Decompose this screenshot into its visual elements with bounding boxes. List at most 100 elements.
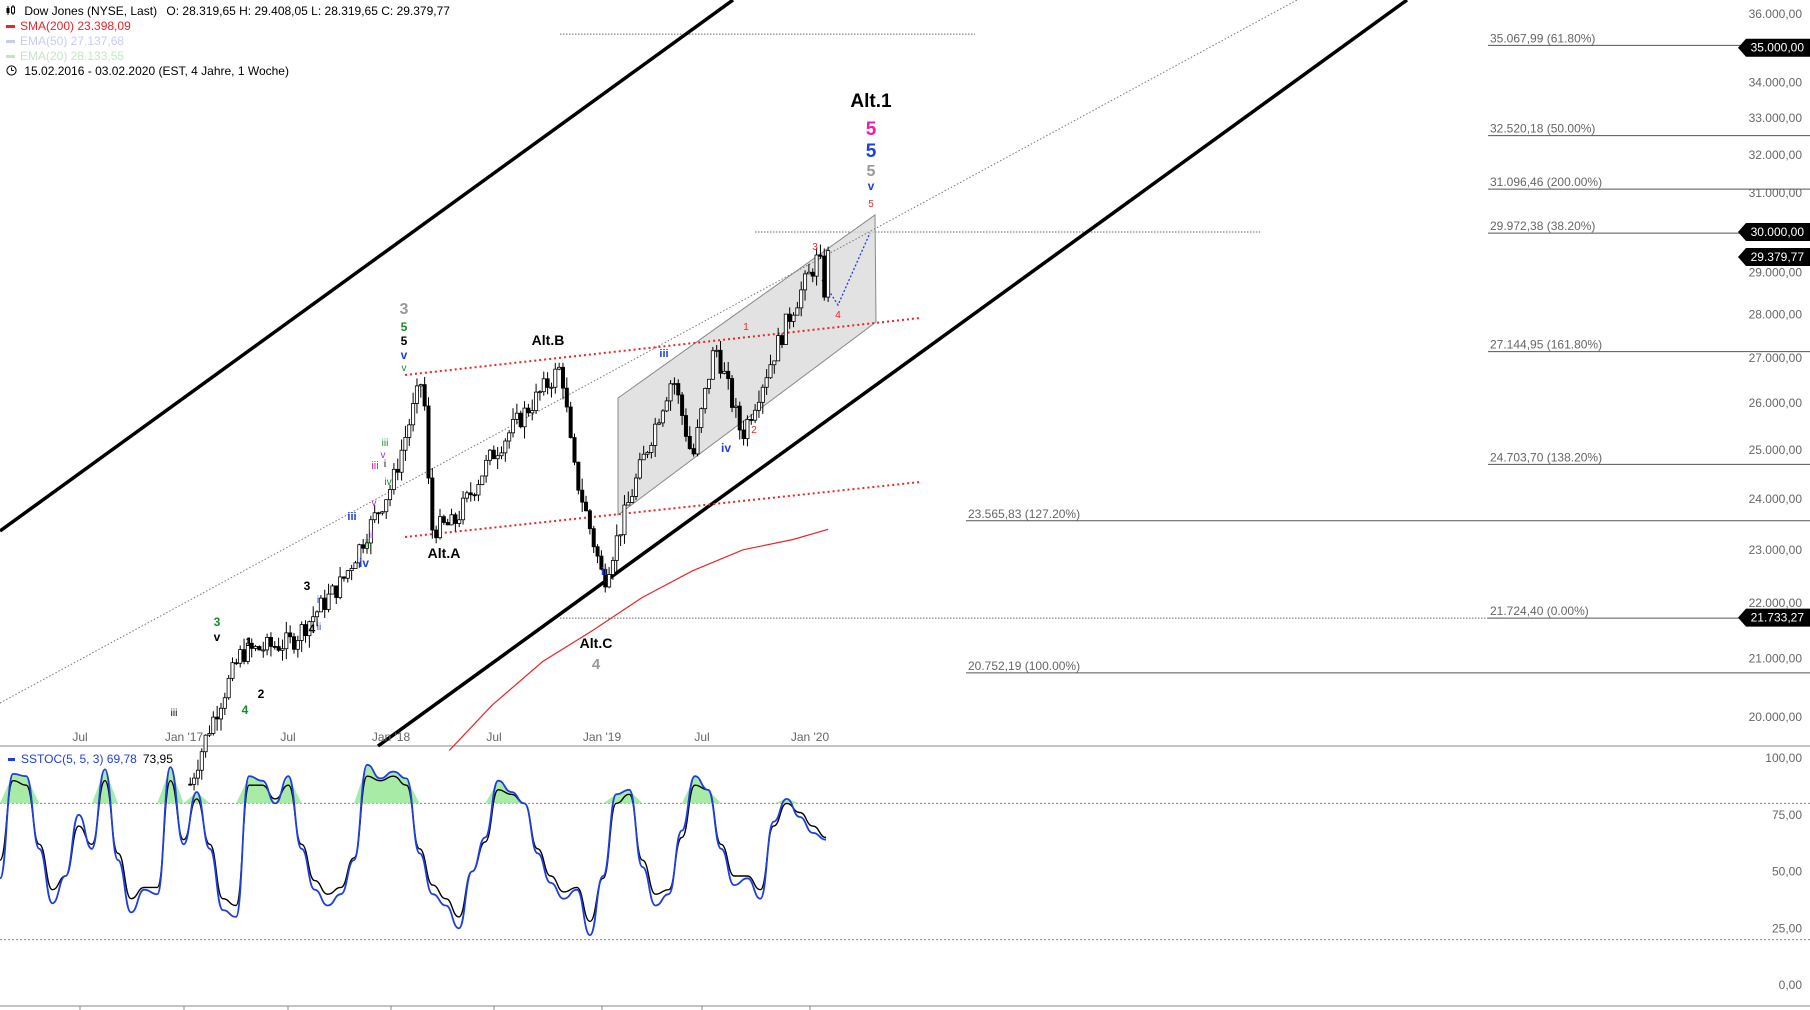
fib-level-label: 35.067,99 (61.80%)	[1490, 31, 1595, 45]
candle-body	[760, 386, 765, 403]
wave-label-2-black: 2	[258, 687, 265, 701]
wave-label-alt1-5-red: 5	[868, 199, 874, 210]
candle	[188, 777, 193, 786]
candle-body	[534, 391, 539, 411]
candle-body	[361, 544, 366, 549]
candle-body	[491, 449, 496, 460]
wave-label-altC: Alt.C	[580, 635, 613, 651]
candle-body	[499, 452, 504, 457]
candle	[230, 657, 235, 682]
candle	[322, 589, 327, 618]
candle	[438, 508, 443, 540]
candle	[388, 484, 393, 507]
candle-body	[695, 427, 700, 455]
wave-label-alt1-v: v	[868, 179, 875, 193]
wave-label-iii-blue: iii	[659, 348, 668, 360]
price-tag-label: 29.379,77	[1751, 250, 1805, 264]
candle-body	[737, 405, 742, 431]
wave-label-5-black: 5	[401, 334, 408, 348]
candle-body	[699, 408, 704, 428]
wave-label-alt1-5-magenta: 5	[866, 119, 877, 140]
price-tick-label: 22.000,00	[1749, 596, 1803, 610]
candle	[211, 711, 216, 736]
candle-body	[633, 477, 638, 497]
candle-body	[407, 424, 412, 438]
wave-label-alt1: Alt.1	[850, 91, 892, 112]
candle	[245, 637, 250, 665]
candle	[414, 378, 419, 414]
clock-icon	[6, 65, 17, 76]
candle-body	[261, 649, 266, 652]
candle-body	[641, 453, 646, 461]
fib-level-label: 21.724,40 (0.00%)	[1490, 604, 1589, 618]
candle-body	[365, 542, 370, 549]
date-tick-label: Jan '18	[372, 730, 411, 744]
stoch-overbought-fill	[91, 769, 118, 804]
candle	[192, 772, 197, 791]
candle	[318, 594, 323, 613]
stoch-overbought-fill	[157, 767, 184, 804]
stoch-k-line	[0, 763, 827, 937]
candle	[518, 410, 523, 429]
candle	[526, 403, 531, 417]
candle	[395, 458, 400, 481]
candle-body	[564, 387, 569, 408]
candle-body	[399, 449, 404, 473]
candle-body	[680, 394, 685, 416]
candle-body	[430, 477, 435, 531]
candle-body	[307, 621, 312, 637]
candle-body	[630, 496, 635, 503]
wave-label-ii-purple: ii	[369, 530, 373, 541]
legend-ema20-row[interactable]: EMA(20) 28.133,55	[6, 49, 124, 64]
candle	[284, 621, 289, 660]
candle	[753, 404, 758, 424]
candle-body	[326, 593, 331, 610]
wave-label-ii-blue: ii	[601, 566, 607, 578]
candle-body	[192, 777, 197, 785]
candle	[365, 533, 370, 554]
legend-sma200: SMA(200) 23.398,09	[20, 19, 131, 33]
candle	[672, 377, 677, 395]
price-tick-label: 21.000,00	[1749, 652, 1803, 666]
wave-labels-layer: Alt.1555v53412iiiivAlt.BAlt.AAlt.C4ii355…	[171, 91, 892, 719]
candles-icon	[6, 5, 17, 16]
wave-label-altB: Alt.B	[532, 332, 565, 348]
candle-body	[672, 383, 677, 385]
candle	[680, 391, 685, 425]
red-lower-trendline	[404, 481, 921, 538]
candle	[345, 569, 350, 583]
wave-label-red-4: 4	[835, 310, 841, 321]
legend-ema50-row[interactable]: EMA(50) 27.137,68	[6, 34, 124, 49]
fib-level-label: 20.752,19 (100.00%)	[968, 659, 1080, 673]
candle	[541, 371, 546, 396]
legend-ema50: EMA(50) 27.137,68	[20, 34, 125, 48]
price-tag-box	[1738, 248, 1810, 267]
candle-body	[238, 649, 243, 664]
stoch-legend[interactable]: SSTOC(5, 5, 3) 69,78 73,95	[8, 752, 173, 766]
candle-body	[395, 468, 400, 473]
legend-sma200-row[interactable]: SMA(200) 23.398,09	[6, 19, 131, 34]
candle-body	[733, 405, 738, 408]
candle	[522, 401, 527, 439]
candle	[537, 390, 542, 401]
candle	[645, 450, 650, 459]
candle-body	[503, 440, 508, 454]
candle	[668, 380, 673, 411]
candle	[441, 514, 446, 525]
candle-body	[580, 489, 585, 503]
candle-body	[511, 419, 516, 434]
candle-body	[438, 516, 443, 539]
candle	[315, 610, 320, 627]
candle	[449, 508, 454, 526]
legend-period-row: 15.02.2016 - 03.02.2020 (EST, 4 Jahre, 1…	[6, 64, 289, 79]
price-tag-box	[1738, 38, 1810, 57]
candle-body	[295, 640, 300, 650]
wave-label-v-green: v	[402, 363, 407, 374]
candle-body	[449, 514, 454, 526]
candle	[380, 510, 385, 516]
candle-body	[288, 632, 293, 638]
candle	[491, 445, 496, 460]
candle	[215, 705, 220, 731]
candle	[676, 379, 681, 404]
